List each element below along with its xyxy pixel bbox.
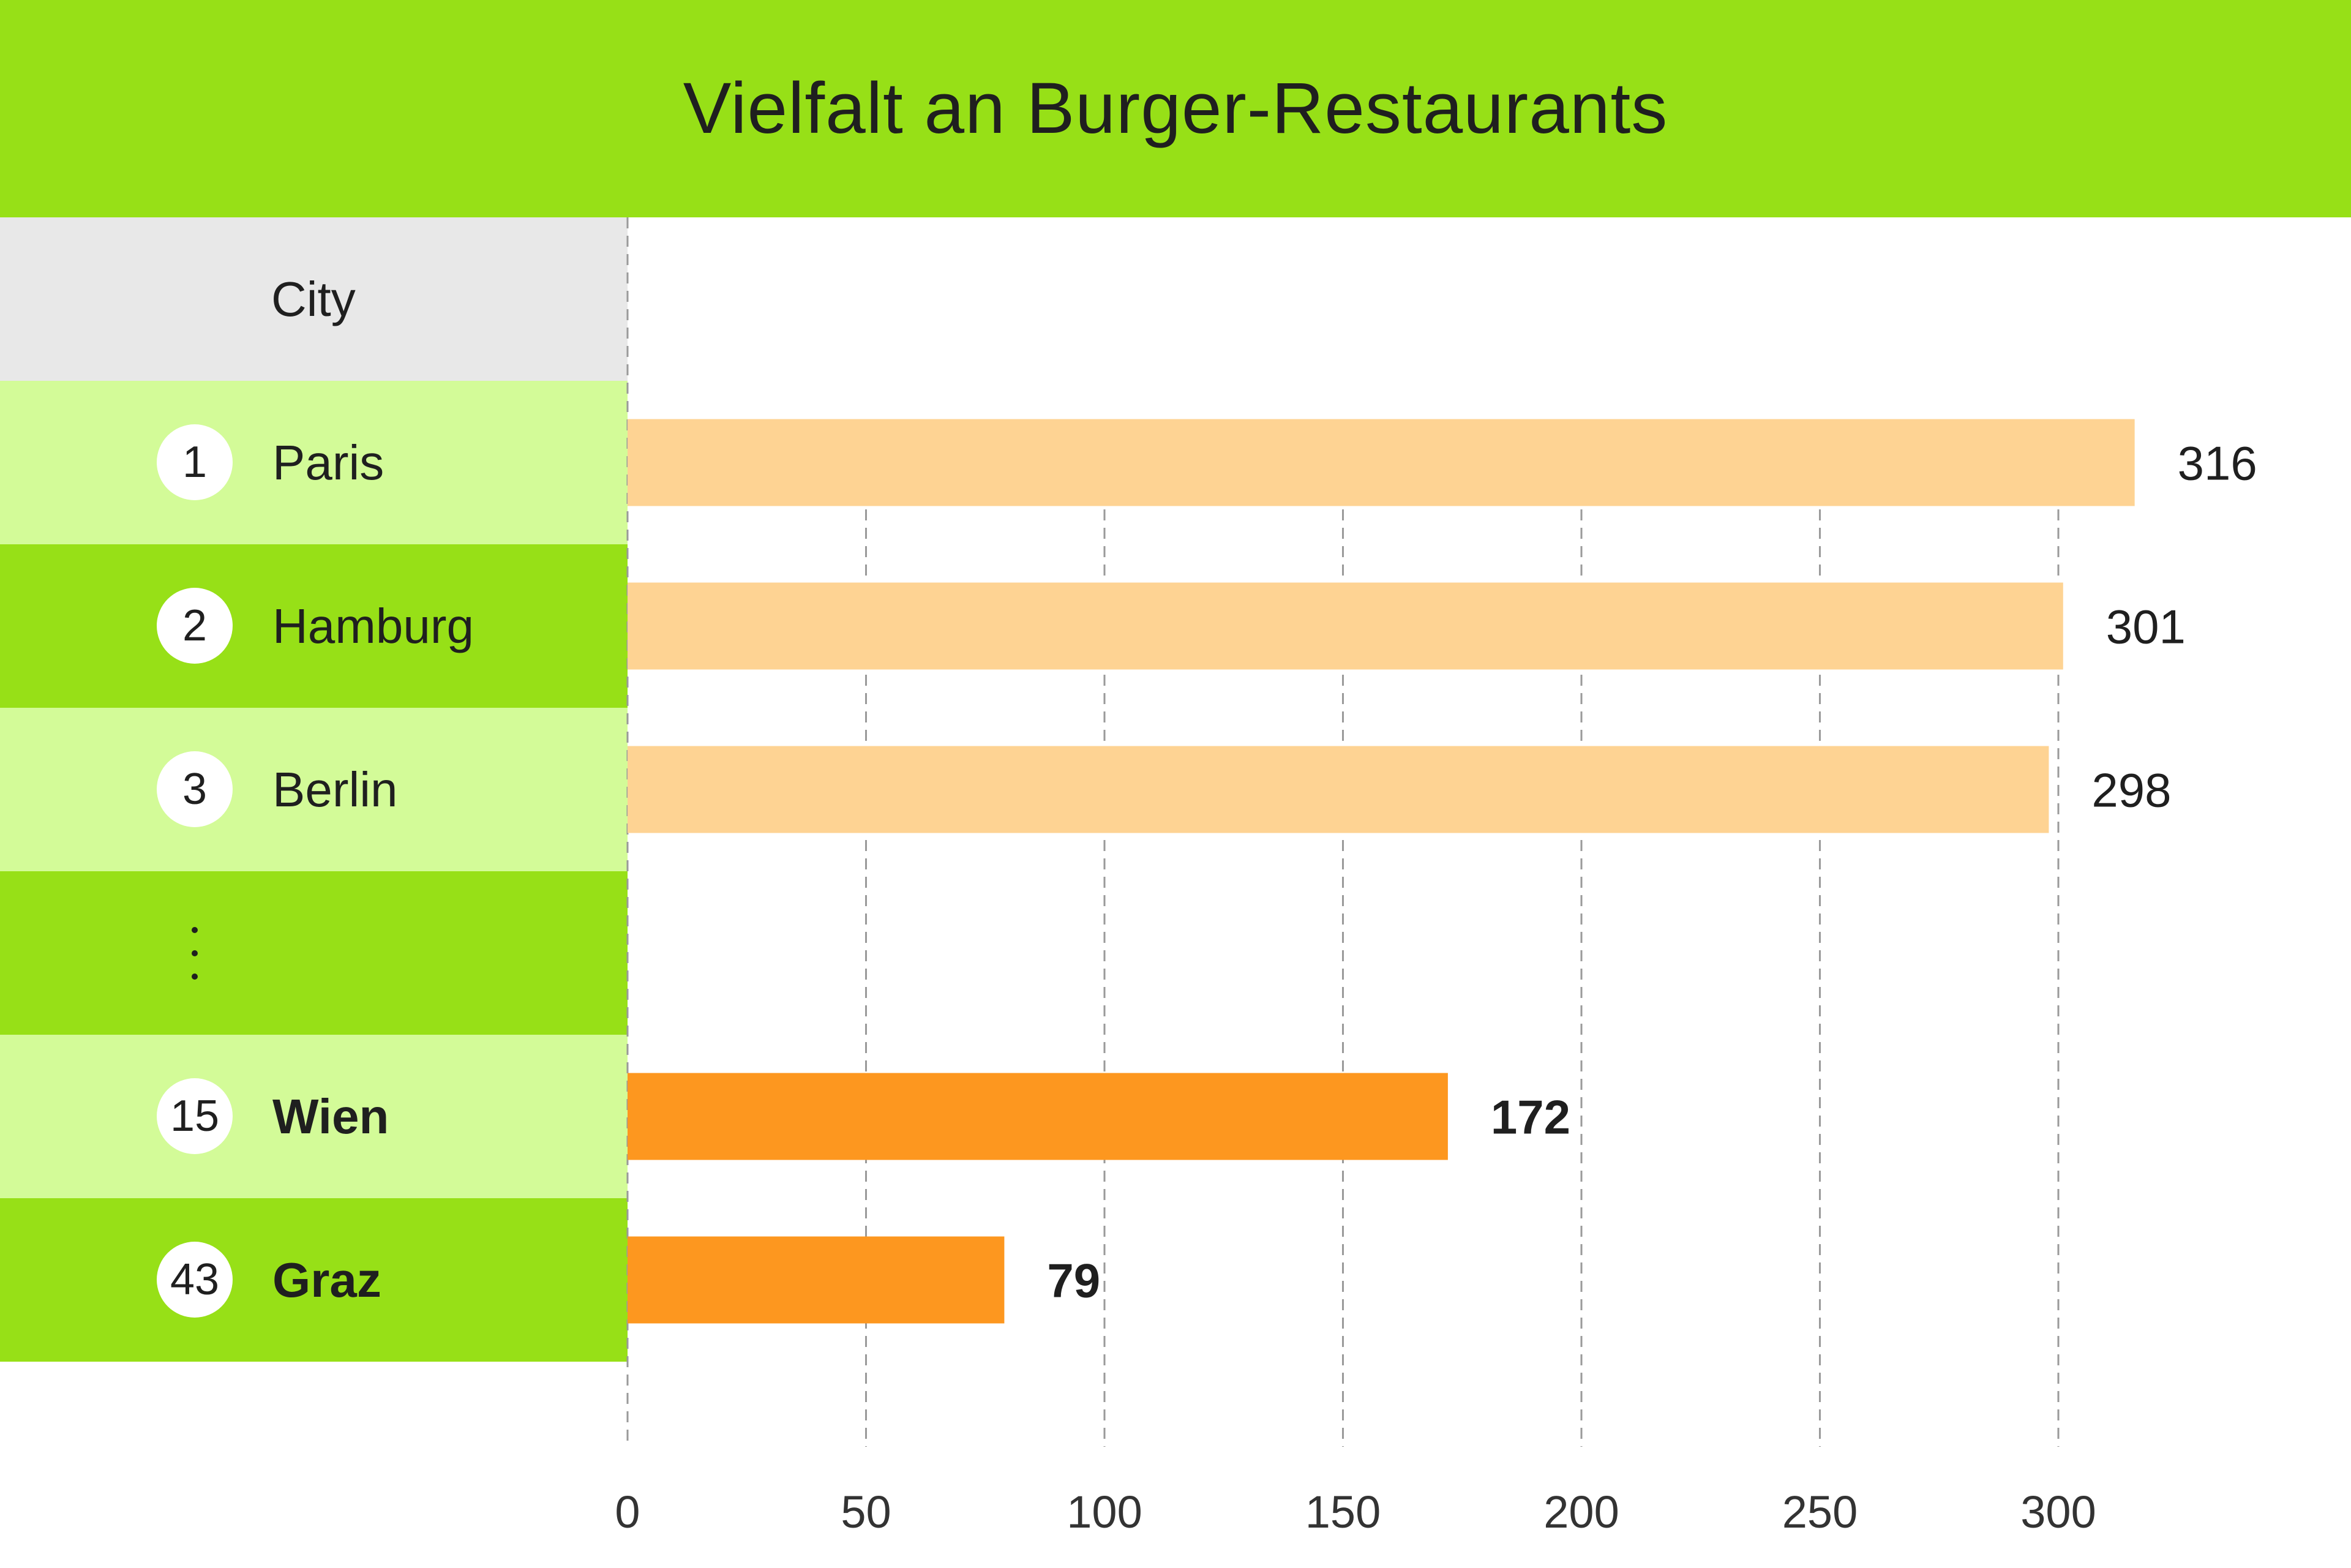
x-tick-label-150: 150	[1305, 1487, 1381, 1537]
x-tick-label-300: 300	[2020, 1487, 2096, 1537]
table-row-berlin: 3 Berlin	[0, 708, 628, 871]
bar-hamburg	[628, 582, 2063, 670]
rank-badge: 1	[157, 424, 233, 500]
table-row-graz: 43 Graz	[0, 1198, 628, 1362]
x-tick-label-100: 100	[1067, 1487, 1142, 1537]
table-row-paris: 1 Paris	[0, 381, 628, 544]
rank-badge: 43	[157, 1242, 233, 1318]
rank-badge: 3	[157, 751, 233, 827]
chart-title: Vielfalt an Burger-Restaurants	[683, 68, 1668, 149]
ellipsis-icon	[182, 871, 207, 1035]
title-bar	[0, 0, 2351, 217]
value-label-berlin: 298	[2091, 763, 2171, 817]
city-name: Hamburg	[272, 599, 474, 653]
table-row-hamburg: 2 Hamburg	[0, 544, 628, 708]
rank-badge: 15	[157, 1078, 233, 1154]
table-row-ellipsis	[0, 871, 628, 1035]
city-name: Wien	[272, 1089, 389, 1144]
city-column-header: City	[0, 217, 628, 381]
x-tick-label-200: 200	[1543, 1487, 1619, 1537]
city-name: Paris	[272, 435, 384, 490]
table-row-wien: 15 Wien	[0, 1035, 628, 1198]
x-tick-label-0: 0	[615, 1487, 640, 1537]
rank-badge: 2	[157, 588, 233, 664]
bar-paris	[628, 419, 2135, 506]
value-label-graz: 79	[1047, 1254, 1100, 1308]
value-label-paris: 316	[2178, 437, 2257, 490]
city-name: Graz	[272, 1253, 381, 1307]
value-label-wien: 172	[1491, 1090, 1570, 1144]
bar-wien	[628, 1073, 1448, 1160]
city-column-header-label: City	[271, 272, 356, 326]
x-tick-label-250: 250	[1782, 1487, 1858, 1537]
value-label-hamburg: 301	[2106, 600, 2186, 654]
x-tick-label-50: 50	[841, 1487, 891, 1537]
city-name: Berlin	[272, 762, 398, 817]
bar-berlin	[628, 746, 2049, 833]
bar-graz	[628, 1236, 1005, 1324]
